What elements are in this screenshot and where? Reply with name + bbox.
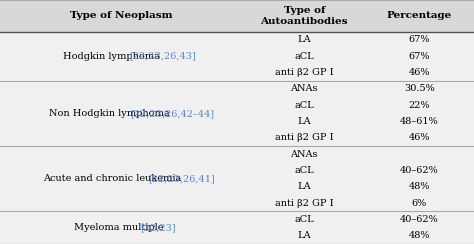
Text: 22%: 22% [409, 101, 430, 110]
Text: ANAs: ANAs [291, 84, 318, 93]
Text: anti β2 GP I: anti β2 GP I [275, 199, 334, 208]
Text: Acute and chronic leukemia: Acute and chronic leukemia [43, 174, 184, 183]
Text: [22,23,26,41]: [22,23,26,41] [148, 174, 215, 183]
Text: aCL: aCL [294, 166, 314, 175]
Text: aCL: aCL [294, 215, 314, 224]
Text: 40–62%: 40–62% [400, 166, 439, 175]
Bar [0, 0, 474, 32]
Text: anti β2 GP I: anti β2 GP I [275, 133, 334, 142]
Text: Hodgkin lymphoma: Hodgkin lymphoma [63, 52, 163, 61]
Text: [22,23]: [22,23] [140, 223, 176, 232]
Text: 30.5%: 30.5% [404, 84, 435, 93]
Text: Type of Neoplasm: Type of Neoplasm [70, 11, 172, 20]
Text: 46%: 46% [409, 133, 430, 142]
Text: 67%: 67% [409, 35, 430, 44]
Text: 67%: 67% [409, 52, 430, 61]
Text: Percentage: Percentage [387, 11, 452, 20]
Text: 48%: 48% [409, 231, 430, 240]
Text: Myeloma multiple: Myeloma multiple [74, 223, 167, 232]
Text: LA: LA [298, 231, 311, 240]
Text: ANAs: ANAs [291, 150, 318, 159]
Text: [22,23,26,42–44]: [22,23,26,42–44] [131, 109, 215, 118]
Text: 46%: 46% [409, 68, 430, 77]
Text: Non Hodgkin lymphoma: Non Hodgkin lymphoma [49, 109, 173, 118]
Text: [22,23,26,43]: [22,23,26,43] [128, 52, 195, 61]
Text: 40–62%: 40–62% [400, 215, 439, 224]
Text: 48–61%: 48–61% [400, 117, 439, 126]
Text: Type of
Autoantibodies: Type of Autoantibodies [261, 6, 348, 26]
Text: LA: LA [298, 117, 311, 126]
Text: 6%: 6% [412, 199, 427, 208]
Text: 48%: 48% [409, 182, 430, 191]
Text: LA: LA [298, 35, 311, 44]
Text: aCL: aCL [294, 101, 314, 110]
Text: aCL: aCL [294, 52, 314, 61]
Text: anti β2 GP I: anti β2 GP I [275, 68, 334, 77]
Text: LA: LA [298, 182, 311, 191]
